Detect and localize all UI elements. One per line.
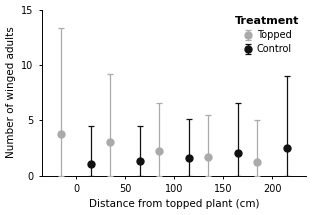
Legend: Topped, Control: Topped, Control [233, 14, 302, 56]
Y-axis label: Number of winged adults: Number of winged adults [6, 27, 16, 158]
X-axis label: Distance from topped plant (cm): Distance from topped plant (cm) [89, 200, 259, 209]
